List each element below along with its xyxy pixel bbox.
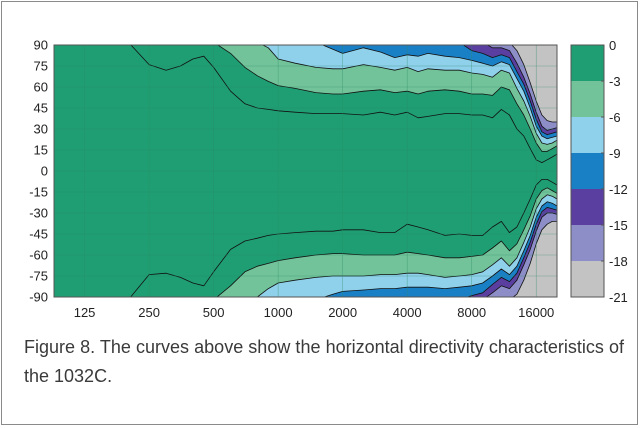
y-tick-label: 75 <box>34 59 48 74</box>
x-tick-label: 2000 <box>328 305 357 320</box>
colorbar-swatch <box>571 81 604 118</box>
colorbar-swatch <box>571 261 604 298</box>
y-tick-label: 30 <box>34 122 48 137</box>
x-tick-label: 500 <box>203 305 225 320</box>
colorbar-swatch <box>571 45 604 82</box>
colorbar-border <box>570 44 605 298</box>
y-tick-label: 60 <box>34 80 48 95</box>
x-axis-tick-labels: 125 250 500 1000 2000 4000 8000 16000 <box>74 305 555 320</box>
colorbar-tick-label: -21 <box>609 290 628 305</box>
figure-caption: Figure 8. The curves above show the hori… <box>24 337 624 386</box>
y-tick-label: -60 <box>29 248 48 263</box>
x-tick-label: 4000 <box>393 305 422 320</box>
upper-half-contour-bands <box>130 45 557 163</box>
plot-area <box>53 44 558 298</box>
y-tick-label: -90 <box>29 290 48 305</box>
colorbar-tick-label: -12 <box>609 182 628 197</box>
colorbar-tick-label: 0 <box>609 38 616 53</box>
y-tick-label: 45 <box>34 101 48 116</box>
x-tick-label: 125 <box>74 305 96 320</box>
colorbar-tick-label: -6 <box>609 110 621 125</box>
colorbar-tick-label: -9 <box>609 146 621 161</box>
colorbar-tick-label: -18 <box>609 254 628 269</box>
lower-contour-21db <box>512 221 557 297</box>
y-tick-label: 90 <box>34 38 48 53</box>
y-tick-label: 15 <box>34 143 48 158</box>
x-tick-label: 16000 <box>518 305 554 320</box>
y-tick-label: 0 <box>41 164 48 179</box>
colorbar: 0 -3 -6 -9 -12 -15 -18 -21 <box>570 38 628 305</box>
colorbar-tick-label: -3 <box>609 74 621 89</box>
x-tick-label: 1000 <box>264 305 293 320</box>
upper-contour-9db <box>261 45 557 145</box>
colorbar-swatch <box>571 189 604 226</box>
grid-lines <box>54 45 557 297</box>
colorbar-swatch <box>571 153 604 190</box>
x-tick-label: 8000 <box>457 305 486 320</box>
upper-contour-21db <box>511 45 557 123</box>
y-axis-tick-labels: 90 75 60 45 30 15 0 -15 -30 -45 -60 -75 -90 <box>29 38 48 305</box>
y-tick-label: -45 <box>29 227 48 242</box>
colorbar-swatch <box>571 117 604 154</box>
x-tick-label: 250 <box>138 305 160 320</box>
plot-border <box>53 44 558 298</box>
colorbar-swatch <box>571 225 604 262</box>
lower-contour-12db <box>323 201 557 297</box>
y-tick-label: -75 <box>29 269 48 284</box>
y-tick-label: -15 <box>29 185 48 200</box>
colorbar-tick-label: -15 <box>609 218 628 233</box>
y-tick-label: -30 <box>29 206 48 221</box>
